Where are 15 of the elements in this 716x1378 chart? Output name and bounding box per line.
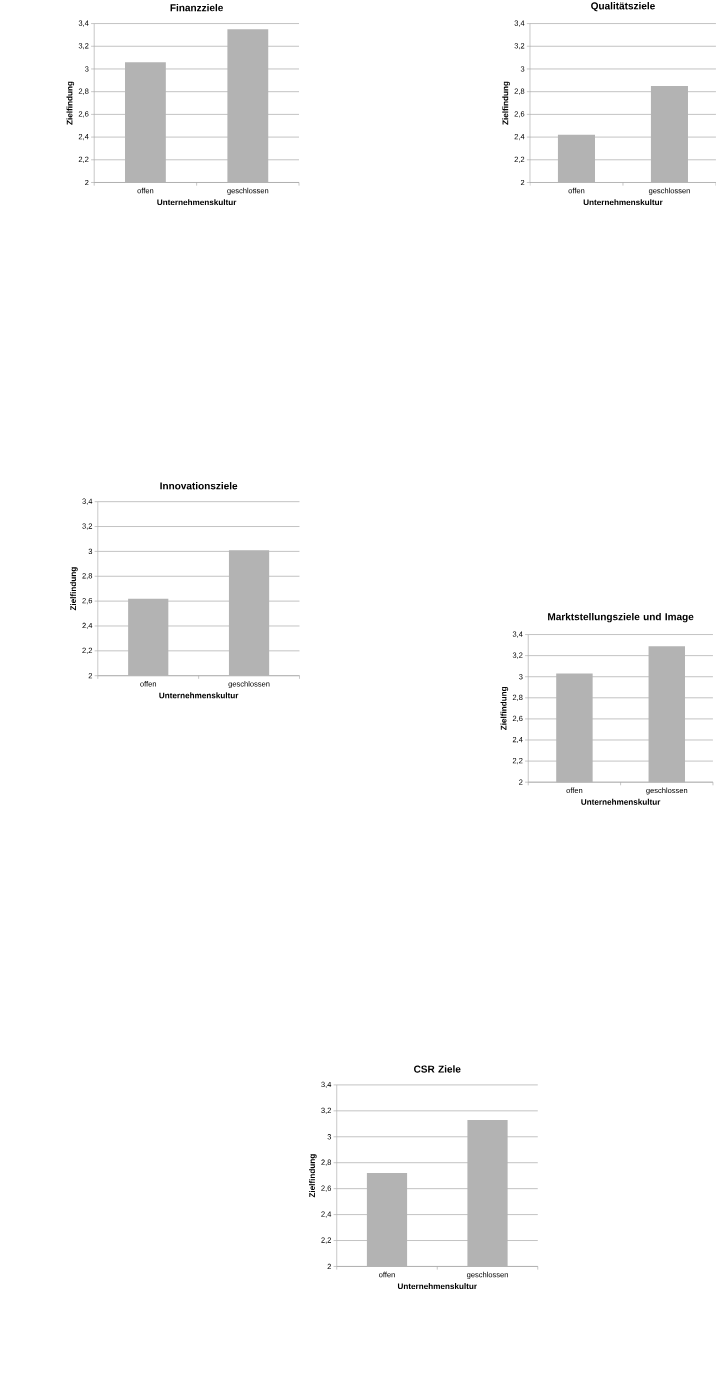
chart-title: Qualitätsziele [590, 2, 655, 12]
x-axis-title: Unternehmenskultur [157, 199, 237, 206]
y-axis-title: Zielfindung [308, 1154, 317, 1198]
y-axis-title: Zielfindung [66, 81, 74, 125]
x-axis-title: Unternehmenskultur [583, 199, 663, 206]
y-axis-title: Zielfindung [502, 81, 510, 125]
chart-title: Marktstellungsziele und Image [547, 612, 694, 623]
y-axis-title: Zielfindung [69, 567, 78, 611]
x-axis-title: Unternehmenskultur [397, 1283, 477, 1290]
chart-title: Finanzziele [170, 3, 223, 12]
x-axis-title: Unternehmenskultur [581, 798, 661, 805]
x-axis-title: Unternehmenskultur [159, 692, 239, 699]
y-axis-title: Zielfindung [500, 686, 508, 731]
chart-title: CSR Ziele [413, 1065, 461, 1073]
chart-title: Innovationsziele [160, 482, 238, 490]
